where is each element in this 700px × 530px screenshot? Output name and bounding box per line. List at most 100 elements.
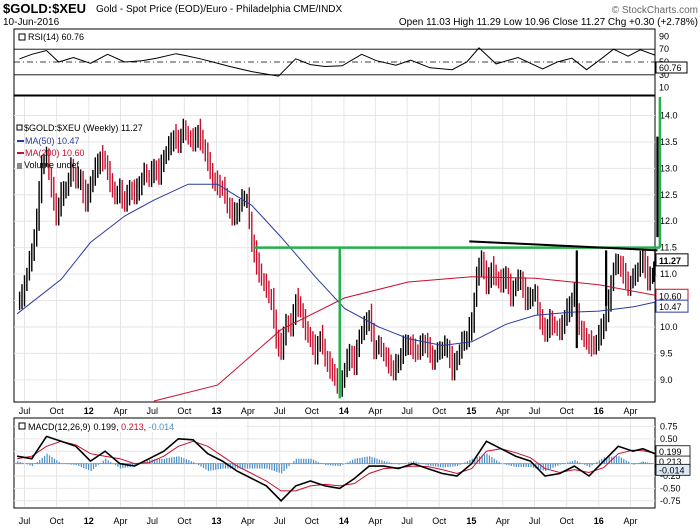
x-tick-upper: Apr xyxy=(241,406,255,416)
rsi-tick-90: 90 xyxy=(659,31,669,41)
macd-hist-bar xyxy=(361,457,363,464)
x-tick-lower: Jul xyxy=(19,516,31,526)
price-y-tick: 11.0 xyxy=(660,269,677,279)
macd-hist-bar xyxy=(207,463,209,471)
price-label-box xyxy=(655,299,689,313)
legend-volume: Volume undef xyxy=(24,160,80,170)
macd-hist-bar xyxy=(496,460,498,464)
macd-hist-bar xyxy=(305,458,307,464)
macd-hist-bar xyxy=(97,463,99,465)
macd-hist-bar xyxy=(154,459,156,464)
macd-hist-bar xyxy=(78,463,80,467)
macd-signal-line xyxy=(17,440,656,492)
rsi-line xyxy=(19,47,656,77)
quote-summary: Open 11.03 High 11.29 Low 10.96 Close 11… xyxy=(399,17,698,28)
macd-hist-bar xyxy=(474,457,476,464)
macd-hist-bar xyxy=(325,463,327,466)
macd-hist-bar xyxy=(232,463,234,469)
macd-hist-bar xyxy=(239,463,241,469)
macd-hist-bar xyxy=(75,463,77,466)
ma50-line xyxy=(16,183,656,347)
macd-hist-bar xyxy=(149,459,151,464)
x-tick-upper: Jul xyxy=(19,406,31,416)
macd-hist-bar xyxy=(58,462,60,464)
x-tick-lower: Jul xyxy=(529,516,541,526)
macd-hist-bar xyxy=(268,463,271,470)
macd-hist-bar xyxy=(48,455,51,464)
x-tick-lower: 13 xyxy=(211,516,221,526)
x-tick-upper: Jul xyxy=(146,406,158,416)
macd-panel: 0.750.500.250.00-0.25-0.50-0.75 MACD(12,… xyxy=(13,417,691,509)
macd-hist-bar xyxy=(278,463,280,473)
x-tick-upper: Apr xyxy=(113,406,127,416)
macd-hist-bar xyxy=(532,463,534,468)
rsi-tick-10: 10 xyxy=(659,83,669,93)
macd-hist-bar xyxy=(488,455,490,464)
x-tick-lower: Oct xyxy=(432,516,447,526)
macd-hist-bar xyxy=(200,463,202,467)
macd-hist-bar xyxy=(552,463,554,468)
x-tick-upper: 16 xyxy=(594,406,604,416)
macd-label-box xyxy=(655,463,691,476)
macd-hist-bar xyxy=(300,458,302,464)
rsi-legend-bg xyxy=(17,31,125,43)
x-tick-upper: Jul xyxy=(401,406,413,416)
macd-hist-bar xyxy=(527,463,530,468)
x-tick-lower: Apr xyxy=(496,516,510,526)
macd-hist-bar xyxy=(637,463,640,464)
macd-hist-bar xyxy=(486,453,488,464)
macd-hist-bar xyxy=(466,461,468,464)
macd-hist-bar xyxy=(625,460,627,464)
macd-hist-bar xyxy=(374,457,376,464)
macd-hist-bar xyxy=(427,463,429,466)
macd-hist-bar xyxy=(22,462,24,464)
macd-hist-bar xyxy=(457,463,459,467)
macd-hist-bar xyxy=(315,460,317,464)
macd-hist-bar xyxy=(518,463,520,468)
macd-hist-bar xyxy=(303,458,305,464)
macd-hist-bar xyxy=(369,456,371,464)
macd-hist-bar xyxy=(281,463,283,474)
x-tick-lower: Jul xyxy=(146,516,158,526)
x-tick-lower: Oct xyxy=(305,516,320,526)
price-panel: 14.013.513.012.512.011.511.010.510.09.59… xyxy=(13,95,689,403)
macd-hist-bar xyxy=(432,463,434,467)
price-y-tick: 9.0 xyxy=(660,375,673,385)
macd-hist-bar xyxy=(559,463,561,465)
macd-hist-bar xyxy=(513,463,515,467)
macd-hist-bar xyxy=(261,463,263,469)
macd-hist-bar xyxy=(613,456,615,464)
x-tick-lower: Apr xyxy=(241,516,255,526)
macd-hist-bar xyxy=(618,456,620,464)
symbol-description: Gold - Spot Price (EOD)/Euro - Philadelp… xyxy=(96,4,343,15)
macd-hist-bar xyxy=(283,463,285,471)
price-label-0: 11.27 xyxy=(659,256,681,266)
macd-hist-bar xyxy=(557,463,559,466)
x-axis-upper: Jul Oct 12 Apr Jul Oct 13 Apr Jul Oct 14 Apr Jul Oct 1… xyxy=(19,406,638,416)
macd-hist-bar xyxy=(293,461,295,464)
macd-hist-bar xyxy=(569,461,571,464)
rsi-legend-label: RSI(14) 60.76 xyxy=(28,32,84,42)
x-tick-upper: 15 xyxy=(466,406,476,416)
macd-hist-bar xyxy=(508,463,510,466)
macd-hist-bar xyxy=(107,460,109,464)
macd-hist-bar xyxy=(444,463,446,468)
macd-hist-bar xyxy=(327,463,329,466)
macd-hist-bar xyxy=(347,462,349,464)
macd-hist-bar xyxy=(371,457,373,464)
macd-hist-bar xyxy=(576,461,578,464)
macd-hist-bar xyxy=(288,463,290,467)
price-bars xyxy=(18,118,656,397)
macd-histogram xyxy=(17,453,655,474)
macd-hist-bar xyxy=(642,461,644,464)
macd-hist-bar xyxy=(505,463,508,465)
x-axis-lower: Jul Oct 12 Apr Jul Oct 13 Apr Jul Oct 14 Apr Jul Oct 1… xyxy=(19,516,638,526)
macd-hist-bar xyxy=(413,461,415,464)
macd-hist-bar xyxy=(483,454,486,464)
macd-hist-bar xyxy=(36,462,38,464)
macd-hist-bar xyxy=(312,459,315,464)
chart-date: 10-Jun-2016 xyxy=(3,17,60,28)
macd-hist-bar xyxy=(308,458,310,464)
macd-hist-bar xyxy=(266,463,268,469)
